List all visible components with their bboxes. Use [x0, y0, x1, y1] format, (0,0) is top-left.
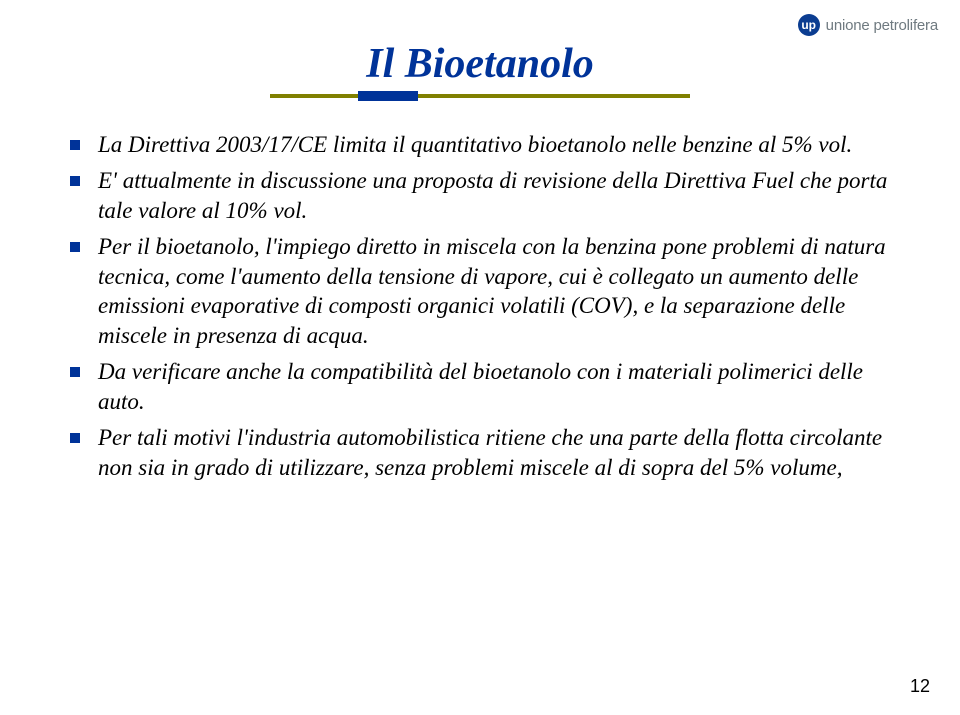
bullet-item: Da verificare anche la compatibilità del…	[70, 357, 900, 417]
title-accent-bar	[358, 91, 418, 101]
title-underline	[270, 94, 690, 98]
slide-content: La Direttiva 2003/17/CE limita il quanti…	[70, 130, 900, 489]
slide: up unione petrolifera Il Bioetanolo La D…	[0, 0, 960, 715]
logo-badge: up	[798, 14, 820, 36]
logo-text: unione petrolifera	[826, 17, 938, 34]
bullet-list: La Direttiva 2003/17/CE limita il quanti…	[70, 130, 900, 483]
company-logo: up unione petrolifera	[798, 14, 938, 36]
slide-title-wrap: Il Bioetanolo	[0, 40, 960, 98]
bullet-item: E' attualmente in discussione una propos…	[70, 166, 900, 226]
page-number: 12	[910, 676, 930, 697]
slide-title: Il Bioetanolo	[366, 40, 594, 88]
bullet-item: La Direttiva 2003/17/CE limita il quanti…	[70, 130, 900, 160]
bullet-item: Per tali motivi l'industria automobilist…	[70, 423, 900, 483]
bullet-item: Per il bioetanolo, l'impiego diretto in …	[70, 232, 900, 352]
